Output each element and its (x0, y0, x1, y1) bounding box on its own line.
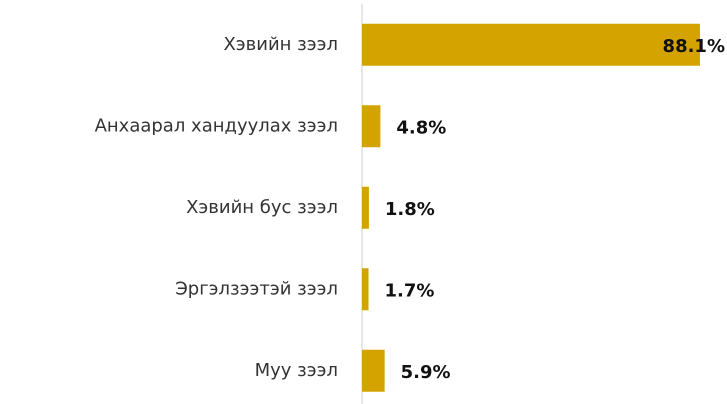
category-label: Анхаарал хандуулах зээл (95, 115, 338, 136)
bar (362, 186, 369, 229)
value-label: 1.7% (385, 280, 435, 301)
category-label: Эргэлзээтэй зээл (175, 278, 338, 299)
bar (362, 105, 381, 148)
bar (362, 268, 369, 311)
bar (362, 349, 385, 392)
value-label: 88.1% (663, 36, 725, 57)
value-label: 5.9% (401, 362, 451, 383)
value-label: 4.8% (396, 117, 446, 138)
category-label: Хэвийн зээл (223, 34, 338, 55)
category-label: Муу зээл (255, 360, 338, 381)
value-label: 1.8% (385, 199, 435, 220)
category-label: Хэвийн бус зээл (186, 197, 338, 218)
bar (362, 23, 700, 66)
